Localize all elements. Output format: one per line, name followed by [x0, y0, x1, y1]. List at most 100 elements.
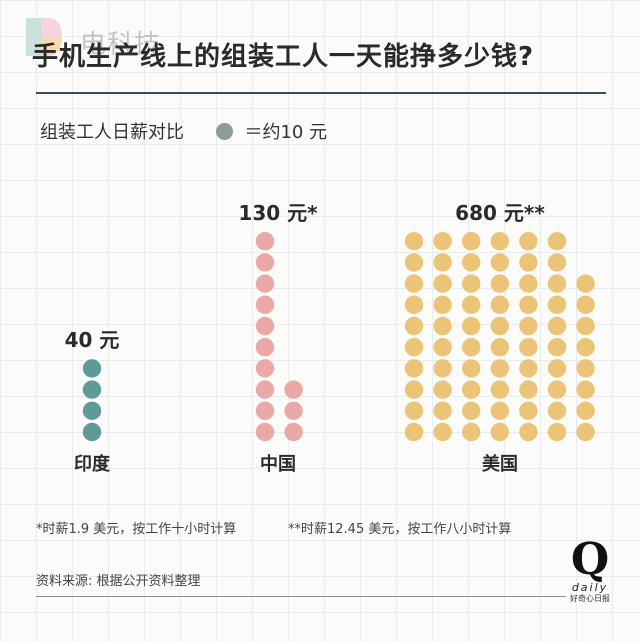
- coin-dot: [490, 422, 509, 442]
- coin-dot: [404, 359, 424, 378]
- coin-dot: [519, 338, 538, 357]
- coin-dot: [547, 380, 567, 399]
- coin-dot: [490, 338, 509, 357]
- coin-dot: [576, 274, 595, 293]
- coin-dot: [547, 401, 567, 420]
- coin-dot: [462, 422, 481, 442]
- coin-dot: [462, 380, 481, 399]
- coin-dot: [404, 422, 424, 442]
- coin-dot: [490, 380, 509, 399]
- coin-dot: [462, 253, 481, 272]
- coin-dot: [404, 232, 424, 251]
- coin-dot: [519, 359, 538, 378]
- coin-dot: [255, 253, 275, 272]
- coin-dot: [255, 422, 275, 442]
- coin-dot: [462, 401, 481, 420]
- coin-dot: [82, 422, 102, 442]
- coin-dot: [433, 295, 452, 314]
- coin-dot: [82, 401, 102, 420]
- coin-dot: [576, 401, 595, 420]
- coin-dot: [433, 274, 452, 293]
- coin-dot: [462, 295, 481, 314]
- bottom-divider: [36, 596, 566, 597]
- coin-dot: [433, 253, 452, 272]
- coin-dot: [404, 274, 424, 293]
- coin-dot: [576, 316, 595, 336]
- coin-dot: [490, 232, 509, 251]
- coin-dot: [255, 380, 275, 399]
- coin-dot: [576, 359, 595, 378]
- coin-dot: [404, 380, 424, 399]
- value-label: 680 元**: [455, 201, 545, 225]
- coin-dot: [547, 232, 567, 251]
- coin-dot: [284, 422, 303, 442]
- coin-dot: [404, 338, 424, 357]
- coin-dot: [519, 316, 538, 336]
- category-label: 中国: [260, 453, 296, 475]
- coin-dot: [519, 253, 538, 272]
- coin-dot: [462, 338, 481, 357]
- coin-dot: [462, 274, 481, 293]
- coin-dot: [547, 338, 567, 357]
- coin-dot: [404, 316, 424, 336]
- coin-dot: [547, 359, 567, 378]
- footnote-china: *时薪1.9 美元，按工作十小时计算: [36, 522, 237, 537]
- brand-subtitle: 好奇心日报: [570, 594, 610, 603]
- coin-dot: [433, 338, 452, 357]
- coin-dot: [519, 401, 538, 420]
- coin-dot: [433, 422, 452, 442]
- coin-dot: [547, 422, 567, 442]
- coin-dot: [519, 422, 538, 442]
- legend-dot-icon: [215, 122, 233, 140]
- coin-dot: [82, 359, 102, 378]
- coin-dot: [547, 295, 567, 314]
- coin-dot: [490, 295, 509, 314]
- coin-dot: [255, 316, 275, 336]
- watermark-logo-icon: [26, 18, 62, 56]
- coin-dot: [576, 422, 595, 442]
- coin-dot: [255, 295, 275, 314]
- coin-dot: [519, 232, 538, 251]
- coin-dot: [255, 401, 275, 420]
- coin-dot: [255, 359, 275, 378]
- coin-dot: [433, 401, 452, 420]
- brand-logo: Q daily 好奇心日报: [560, 538, 620, 618]
- coin-dot: [547, 316, 567, 336]
- coin-dot: [576, 295, 595, 314]
- coin-dot: [284, 380, 303, 399]
- watermark: 电科技: [22, 14, 172, 74]
- coin-dot: [490, 316, 509, 336]
- coin-dot: [519, 380, 538, 399]
- legend: 组装工人日薪对比 ＝约10 元: [40, 118, 328, 143]
- coin-dot: [433, 232, 452, 251]
- footnote-usa: **时薪12.45 美元，按工作八小时计算: [288, 522, 512, 537]
- legend-value: ＝约10 元: [244, 122, 328, 143]
- coin-dot: [490, 253, 509, 272]
- coin-dot: [404, 401, 424, 420]
- coin-dot: [462, 316, 481, 336]
- coin-dot: [462, 232, 481, 251]
- coin-dot: [255, 274, 275, 293]
- coin-dot: [404, 253, 424, 272]
- value-label: 40 元: [65, 328, 120, 352]
- coin-dot: [462, 359, 481, 378]
- brand-letter: Q: [570, 534, 610, 585]
- coin-dot: [547, 274, 567, 293]
- category-label: 印度: [74, 453, 111, 475]
- coin-dot: [490, 274, 509, 293]
- coin-dot: [547, 253, 567, 272]
- coin-dot: [490, 401, 509, 420]
- coin-dot: [433, 380, 452, 399]
- coin-dot: [519, 295, 538, 314]
- coin-dot: [255, 338, 275, 357]
- coin-dot: [433, 359, 452, 378]
- coin-dot: [576, 338, 595, 357]
- category-label: 美国: [482, 453, 518, 475]
- coin-dot: [433, 316, 452, 336]
- watermark-text: 电科技: [80, 30, 162, 60]
- coin-dot: [576, 380, 595, 399]
- coin-dot: [519, 274, 538, 293]
- title-divider: [36, 92, 606, 94]
- coin-dot: [490, 359, 509, 378]
